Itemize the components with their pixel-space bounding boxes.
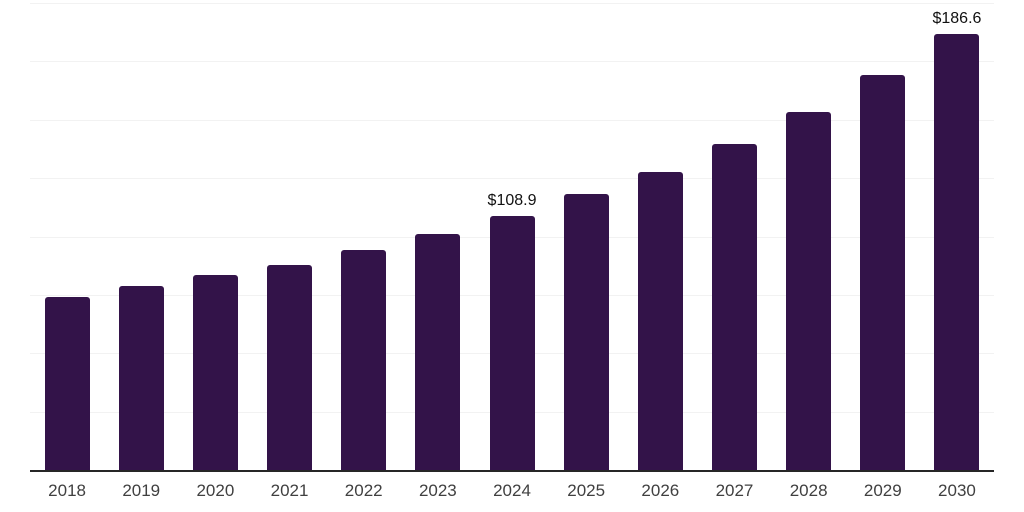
x-tick-2021: 2021 bbox=[270, 481, 309, 500]
bar-slot-2019 bbox=[104, 3, 178, 470]
x-axis-labels: 2018 2019 2020 2021 2022 2023 2024 2025 2026 2027… bbox=[30, 481, 994, 501]
plot-area: $108.9 $186.6 bbox=[30, 3, 994, 472]
x-tick-2027: 2027 bbox=[715, 481, 754, 500]
bar-slot-2027 bbox=[697, 3, 771, 470]
bar-2020 bbox=[192, 274, 238, 470]
bar-2025 bbox=[563, 194, 609, 470]
bar-2024 bbox=[489, 215, 535, 470]
bar-2018 bbox=[44, 296, 90, 470]
x-tick-2029: 2029 bbox=[863, 481, 902, 500]
bar-2026 bbox=[637, 171, 683, 470]
bar-slot-2029 bbox=[846, 3, 920, 470]
bar-2027 bbox=[711, 144, 757, 470]
x-tick-2022: 2022 bbox=[344, 481, 383, 500]
x-tick-2018: 2018 bbox=[48, 481, 86, 500]
x-tick-2025: 2025 bbox=[567, 481, 606, 500]
bar-2028 bbox=[786, 112, 832, 470]
bar-slot-2030: $186.6 bbox=[920, 3, 994, 470]
x-tick-2023: 2023 bbox=[418, 481, 457, 500]
bar-slot-2022 bbox=[327, 3, 401, 470]
data-label-2024: $108.9 bbox=[487, 191, 537, 209]
x-tick-2019: 2019 bbox=[122, 481, 161, 500]
bar-slot-2023 bbox=[401, 3, 475, 470]
gridline-175 bbox=[30, 61, 994, 63]
bar-slot-2026 bbox=[623, 3, 697, 470]
bar-slot-2028 bbox=[772, 3, 846, 470]
bar-2029 bbox=[860, 75, 906, 470]
bar-slot-2020 bbox=[178, 3, 252, 470]
gridline-125 bbox=[30, 178, 994, 180]
gridline-150 bbox=[30, 119, 994, 121]
gridline-200 bbox=[30, 3, 994, 4]
bar-2023 bbox=[415, 233, 461, 470]
data-label-2030: $186.6 bbox=[932, 10, 982, 28]
x-tick-2030: 2030 bbox=[938, 481, 976, 500]
bar-slot-2018 bbox=[30, 3, 104, 470]
x-tick-2028: 2028 bbox=[789, 481, 828, 500]
bar-slot-2025 bbox=[549, 3, 623, 470]
bar-slot-2021 bbox=[252, 3, 326, 470]
x-tick-2020: 2020 bbox=[196, 481, 235, 500]
x-tick-2026: 2026 bbox=[641, 481, 680, 500]
bar-2030 bbox=[934, 34, 980, 470]
bars-row: $108.9 $186.6 bbox=[30, 3, 994, 470]
bar-2021 bbox=[267, 264, 313, 470]
x-tick-2024: 2024 bbox=[493, 481, 531, 500]
bar-2019 bbox=[118, 285, 164, 470]
bar-slot-2024: $108.9 bbox=[475, 3, 549, 470]
bar-2022 bbox=[341, 249, 387, 470]
